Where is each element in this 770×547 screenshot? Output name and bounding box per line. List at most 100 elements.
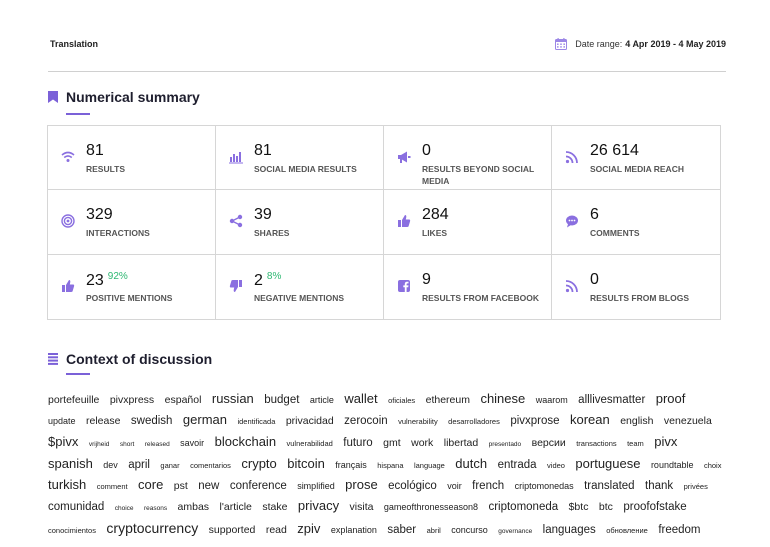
keyword[interactable]: proof bbox=[655, 391, 686, 406]
keyword[interactable]: vulnerabilidad bbox=[286, 438, 333, 448]
keyword[interactable]: translated bbox=[584, 480, 635, 493]
keyword[interactable]: ecológico bbox=[388, 480, 437, 493]
keyword[interactable]: conference bbox=[229, 480, 287, 493]
keyword[interactable]: comentarios bbox=[190, 460, 231, 470]
keyword[interactable]: reasons bbox=[143, 505, 168, 513]
keyword[interactable]: privacy bbox=[297, 498, 340, 514]
keyword[interactable]: saber bbox=[387, 523, 417, 536]
keyword[interactable]: article bbox=[309, 395, 334, 405]
keyword[interactable]: l'article bbox=[219, 501, 252, 514]
keyword[interactable]: choice bbox=[114, 505, 134, 513]
keyword[interactable]: cryptocurrency bbox=[106, 519, 199, 536]
keyword[interactable]: roundtable bbox=[650, 459, 694, 470]
keyword[interactable]: pivx bbox=[654, 433, 678, 449]
keyword[interactable]: simplified bbox=[297, 481, 335, 492]
keyword[interactable]: ethereum bbox=[425, 394, 470, 406]
keyword[interactable]: desarrolladores bbox=[448, 417, 500, 427]
keyword[interactable]: alllivesmatter bbox=[578, 394, 646, 406]
keyword[interactable]: concurso bbox=[451, 524, 488, 535]
keyword[interactable]: waarom bbox=[535, 395, 568, 405]
keyword[interactable]: pst bbox=[173, 480, 188, 493]
keyword[interactable]: english bbox=[620, 415, 654, 428]
keyword[interactable]: video bbox=[547, 460, 565, 470]
keyword[interactable]: supported bbox=[208, 523, 256, 536]
keyword[interactable]: zerocoin bbox=[344, 415, 388, 428]
keyword[interactable]: portuguese bbox=[575, 455, 641, 471]
keyword[interactable]: futuro bbox=[343, 436, 373, 449]
stat-card: 2 8% NEGATIVE MENTIONS bbox=[216, 254, 384, 319]
keyword[interactable]: russian bbox=[211, 391, 254, 406]
keyword[interactable]: gmt bbox=[383, 436, 401, 449]
keyword[interactable]: choix bbox=[703, 460, 722, 470]
keyword[interactable]: bitcoin bbox=[287, 455, 325, 471]
keyword[interactable]: vulnerability bbox=[398, 417, 438, 427]
keyword[interactable]: criptomoneda bbox=[488, 501, 559, 514]
keyword[interactable]: explanation bbox=[330, 524, 377, 535]
keyword[interactable]: budget bbox=[264, 394, 300, 406]
keyword[interactable]: версии bbox=[531, 436, 566, 449]
keyword[interactable]: dev bbox=[103, 459, 118, 470]
keyword[interactable]: français bbox=[335, 459, 367, 470]
keyword[interactable]: español bbox=[164, 394, 202, 406]
keyword[interactable]: short bbox=[119, 440, 135, 448]
keyword[interactable]: hispana bbox=[377, 460, 404, 470]
keyword[interactable]: privacidad bbox=[285, 415, 334, 428]
keyword[interactable]: proofofstake bbox=[623, 501, 687, 514]
keyword[interactable]: wallet bbox=[344, 391, 378, 406]
keyword[interactable]: $pivx bbox=[48, 433, 79, 449]
keyword[interactable]: libertad bbox=[443, 436, 479, 449]
keyword[interactable]: entrada bbox=[497, 458, 537, 471]
keyword[interactable]: thank bbox=[645, 480, 674, 493]
keyword[interactable]: blockchain bbox=[214, 433, 277, 449]
keyword[interactable]: visita bbox=[349, 501, 374, 514]
keyword[interactable]: conocimientos bbox=[48, 525, 96, 535]
keyword[interactable]: savoir bbox=[180, 437, 205, 448]
keyword[interactable]: prose bbox=[345, 477, 378, 493]
keyword[interactable]: april bbox=[128, 458, 150, 471]
keyword[interactable]: dutch bbox=[455, 455, 488, 471]
keyword[interactable]: comment bbox=[96, 482, 128, 492]
keyword[interactable]: identificada bbox=[237, 417, 276, 427]
keyword[interactable]: language bbox=[413, 460, 445, 470]
keyword[interactable]: languages bbox=[542, 523, 596, 536]
keyword[interactable]: gameofthronesseason8 bbox=[383, 502, 478, 513]
keyword[interactable]: pivxpress bbox=[109, 394, 155, 406]
keyword[interactable]: ganar bbox=[160, 460, 180, 470]
keyword[interactable]: german bbox=[182, 412, 227, 428]
keyword[interactable]: turkish bbox=[48, 477, 87, 493]
keyword[interactable]: core bbox=[138, 477, 164, 493]
keyword[interactable]: release bbox=[85, 415, 121, 428]
keyword[interactable]: freedom bbox=[658, 523, 701, 536]
keyword[interactable]: new bbox=[198, 480, 220, 493]
keyword[interactable]: btc bbox=[598, 501, 613, 514]
keyword[interactable]: $btc bbox=[568, 501, 589, 514]
keyword[interactable]: crypto bbox=[241, 455, 277, 471]
keyword[interactable]: korean bbox=[569, 412, 610, 428]
keyword[interactable]: stake bbox=[262, 501, 288, 514]
keyword[interactable]: transactions bbox=[576, 438, 617, 448]
keyword[interactable]: abril bbox=[426, 525, 441, 535]
keyword[interactable]: spanish bbox=[48, 455, 93, 471]
keyword[interactable]: chinese bbox=[480, 391, 526, 406]
keyword[interactable]: oficiales bbox=[388, 396, 416, 405]
keyword[interactable]: team bbox=[627, 438, 644, 448]
keyword[interactable]: work bbox=[411, 436, 434, 449]
keyword[interactable]: portefeuille bbox=[48, 394, 100, 406]
keyword[interactable]: french bbox=[472, 480, 505, 493]
keyword[interactable]: update bbox=[48, 416, 76, 427]
keyword[interactable]: обновление bbox=[606, 525, 648, 535]
keyword[interactable]: governance bbox=[498, 527, 533, 535]
keyword[interactable]: comunidad bbox=[48, 501, 105, 514]
keyword[interactable]: presentado bbox=[488, 440, 522, 448]
keyword[interactable]: pivxprose bbox=[510, 415, 560, 428]
keyword[interactable]: voir bbox=[447, 481, 462, 492]
keyword[interactable]: criptomonedas bbox=[514, 481, 574, 492]
keyword[interactable]: vrijheid bbox=[88, 440, 110, 448]
keyword[interactable]: swedish bbox=[130, 415, 173, 428]
keyword[interactable]: read bbox=[265, 523, 287, 536]
keyword[interactable]: venezuela bbox=[663, 415, 712, 428]
keyword[interactable]: ambas bbox=[177, 501, 210, 514]
keyword[interactable]: privées bbox=[683, 482, 708, 492]
keyword[interactable]: released bbox=[144, 440, 170, 448]
keyword[interactable]: zpiv bbox=[297, 520, 321, 536]
